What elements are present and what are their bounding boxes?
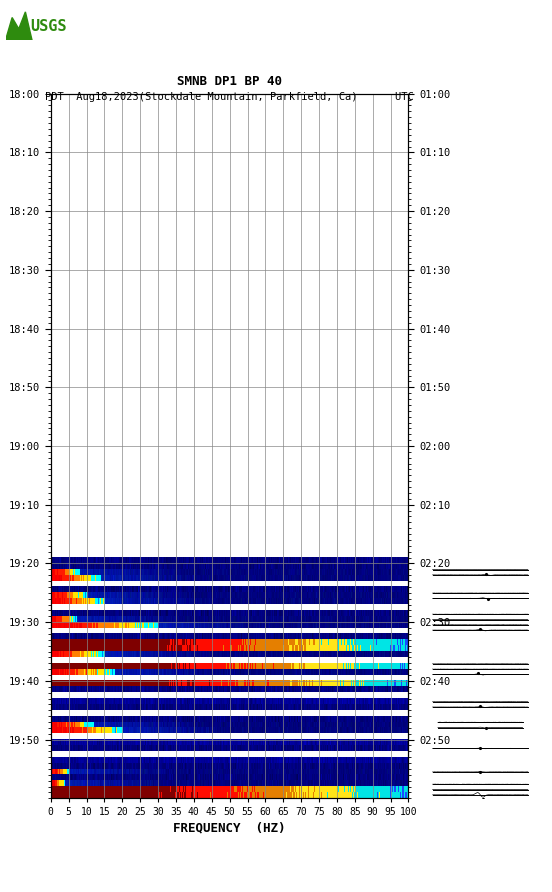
Text: PDT  Aug18,2023(Stockdale Mountain, Parkfield, Ca)      UTC: PDT Aug18,2023(Stockdale Mountain, Parkf… xyxy=(45,92,414,102)
Polygon shape xyxy=(6,12,32,40)
Text: USGS: USGS xyxy=(30,20,67,34)
Text: SMNB DP1 BP 40: SMNB DP1 BP 40 xyxy=(177,75,282,87)
X-axis label: FREQUENCY  (HZ): FREQUENCY (HZ) xyxy=(173,822,286,835)
